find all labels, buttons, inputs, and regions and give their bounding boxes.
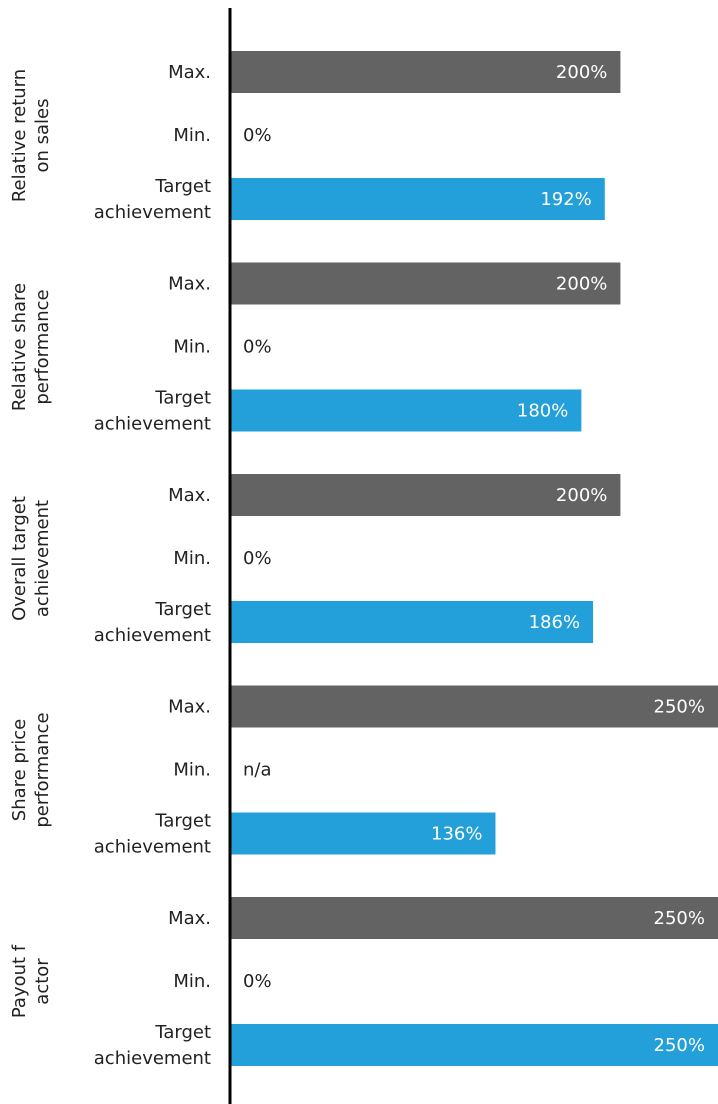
- row-label: Max.: [168, 274, 211, 295]
- row-label: Min.: [173, 125, 211, 146]
- group-label-line: Relative share: [9, 283, 30, 411]
- target-bar: [230, 178, 605, 220]
- row-label: Target achievement: [94, 599, 211, 646]
- row-label-line: Max.: [168, 485, 211, 506]
- value-label: 250%: [654, 697, 705, 718]
- value-label: n/a: [243, 760, 272, 781]
- row-label-line: Min.: [173, 760, 211, 781]
- row-label-line: Target: [154, 811, 211, 832]
- row-label-line: Max.: [168, 62, 211, 83]
- value-label: 0%: [243, 971, 272, 992]
- row-label-line: Min.: [173, 971, 211, 992]
- row-label-line: Target: [154, 1022, 211, 1043]
- row-label-line: Target: [154, 388, 211, 409]
- row-label-line: achievement: [94, 837, 211, 858]
- row-label-line: Min.: [173, 548, 211, 569]
- target-bar: [230, 1024, 718, 1066]
- max-bar: [230, 51, 621, 93]
- row-label: Target achievement: [94, 811, 211, 858]
- group-label-line: on sales: [32, 98, 53, 172]
- row-label-line: achievement: [94, 414, 211, 435]
- value-label: 200%: [556, 62, 607, 83]
- row-label: Target achievement: [94, 176, 211, 223]
- row-label-line: Max.: [168, 697, 211, 718]
- value-label: 136%: [431, 824, 482, 845]
- row-label-line: Min.: [173, 125, 211, 146]
- group-label-line: Share price: [9, 719, 30, 821]
- group-label-line: actor: [32, 958, 53, 1005]
- max-bar: [230, 685, 718, 728]
- row-label-line: achievement: [94, 625, 211, 646]
- row-label: Target achievement: [94, 388, 211, 435]
- group-label: Relative return on sales: [9, 69, 53, 202]
- max-bar: [230, 262, 621, 305]
- group-label-line: performance: [32, 289, 53, 404]
- value-label: 0%: [243, 548, 272, 569]
- row-label: Max.: [168, 485, 211, 506]
- row-label: Max.: [168, 62, 211, 83]
- row-label-line: achievement: [94, 1048, 211, 1069]
- target-bar: [230, 389, 582, 432]
- target-bar: [230, 601, 594, 643]
- value-label: 192%: [540, 189, 591, 210]
- group-label-line: Relative return: [9, 69, 30, 202]
- value-label: 200%: [556, 485, 607, 506]
- group-label: Share price performance: [9, 712, 53, 827]
- target-bar: [230, 812, 496, 855]
- row-label: Min.: [173, 760, 211, 781]
- value-label: 200%: [556, 274, 607, 295]
- value-label: 180%: [517, 401, 568, 422]
- value-label: 186%: [529, 612, 580, 633]
- row-label: Min.: [173, 337, 211, 358]
- row-label-line: Min.: [173, 337, 211, 358]
- group-label-line: Overall target: [9, 496, 30, 621]
- row-label: Max.: [168, 908, 211, 929]
- row-label-line: Target: [154, 176, 211, 197]
- row-label: Min.: [173, 548, 211, 569]
- row-label: Max.: [168, 697, 211, 718]
- value-label: 0%: [243, 125, 272, 146]
- group-label-line: Payout f: [9, 944, 30, 1018]
- max-bar: [230, 474, 621, 516]
- value-label: 250%: [654, 1035, 705, 1056]
- row-label: Min.: [173, 971, 211, 992]
- group-label-line: performance: [32, 712, 53, 827]
- group-label: Payout f actor: [9, 944, 53, 1018]
- row-label-line: achievement: [94, 202, 211, 223]
- max-bar: [230, 897, 718, 939]
- row-label-line: Max.: [168, 908, 211, 929]
- value-label: 250%: [654, 908, 705, 929]
- row-label-line: Target: [154, 599, 211, 620]
- group-label: Overall target achievement: [9, 496, 53, 621]
- group-label-line: achievement: [32, 500, 53, 617]
- row-label: Target achievement: [94, 1022, 211, 1069]
- row-label-line: Max.: [168, 274, 211, 295]
- group-label: Relative share performance: [9, 283, 53, 411]
- value-label: 0%: [243, 337, 272, 358]
